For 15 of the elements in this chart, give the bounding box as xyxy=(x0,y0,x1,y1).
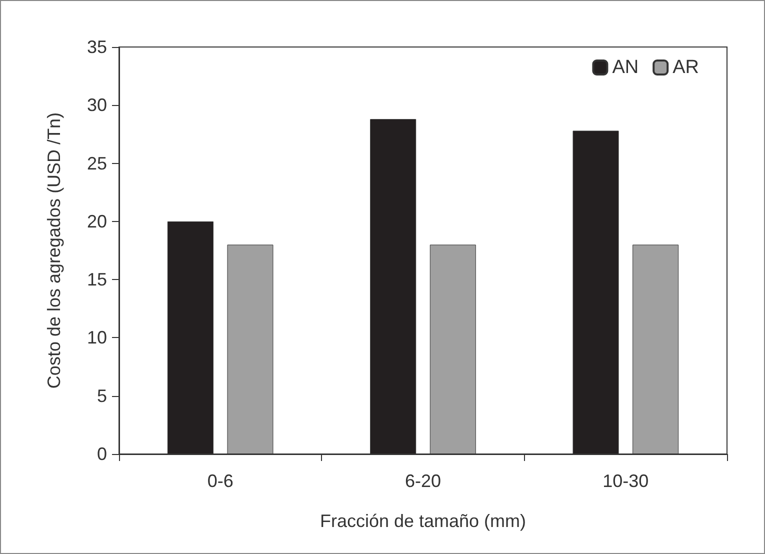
y-axis-title: Costo de los agregados (USD /Tn) xyxy=(44,112,64,389)
y-tick-label: 20 xyxy=(86,211,107,232)
y-tick-label: 10 xyxy=(86,328,107,348)
x-tick-label: 10-30 xyxy=(602,471,649,491)
x-tick-label: 6-20 xyxy=(404,471,442,491)
y-tick-label: 5 xyxy=(96,386,107,406)
y-tick-label: 15 xyxy=(86,270,107,290)
x-tick-label: 0-6 xyxy=(207,471,234,491)
y-tick-label: 0 xyxy=(96,444,107,464)
y-tick-label: 25 xyxy=(86,153,107,174)
x-axis-title: Fracción de tamaño (mm) xyxy=(320,511,526,531)
y-tick-label: 30 xyxy=(86,95,107,116)
y-tick-label: 35 xyxy=(86,37,107,57)
legend-label: AN xyxy=(612,57,639,78)
legend-label: AR xyxy=(672,57,700,78)
